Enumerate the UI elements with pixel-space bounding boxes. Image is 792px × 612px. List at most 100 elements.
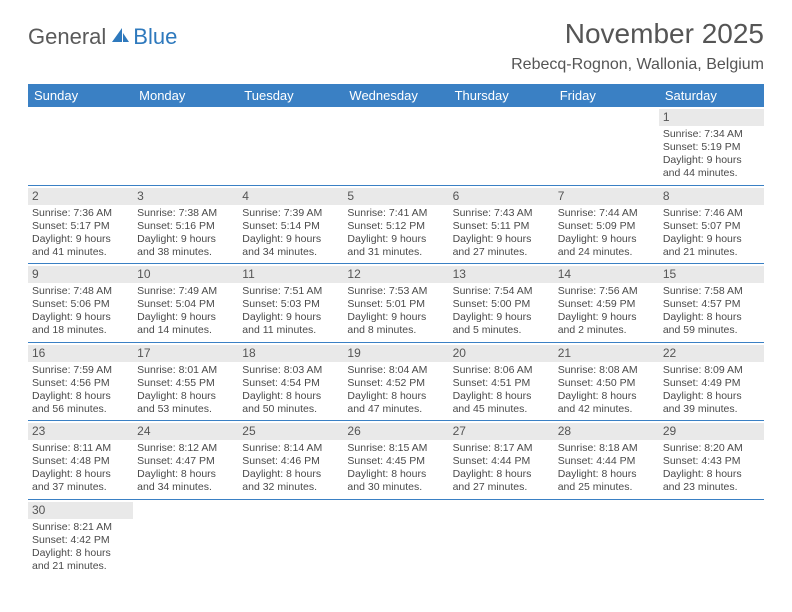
daylight-text: Daylight: 9 hours and 31 minutes.: [347, 233, 444, 259]
daylight-text: Daylight: 9 hours and 44 minutes.: [663, 154, 760, 180]
sunrise-text: Sunrise: 7:39 AM: [242, 207, 339, 220]
day-number: 3: [133, 188, 238, 205]
calendar-cell: 9Sunrise: 7:48 AMSunset: 5:06 PMDaylight…: [28, 264, 133, 342]
sunset-text: Sunset: 4:43 PM: [663, 455, 760, 468]
daylight-text: Daylight: 8 hours and 50 minutes.: [242, 390, 339, 416]
calendar-cell: [449, 500, 554, 578]
calendar-cell: [554, 107, 659, 185]
sunrise-text: Sunrise: 7:51 AM: [242, 285, 339, 298]
sunrise-text: Sunrise: 8:08 AM: [558, 364, 655, 377]
calendar-cell: 20Sunrise: 8:06 AMSunset: 4:51 PMDayligh…: [449, 343, 554, 421]
sunset-text: Sunset: 5:01 PM: [347, 298, 444, 311]
calendar-cell: 23Sunrise: 8:11 AMSunset: 4:48 PMDayligh…: [28, 421, 133, 499]
day-number: 29: [659, 423, 764, 440]
sunset-text: Sunset: 5:03 PM: [242, 298, 339, 311]
calendar-cell: 6Sunrise: 7:43 AMSunset: 5:11 PMDaylight…: [449, 186, 554, 264]
sunrise-text: Sunrise: 8:03 AM: [242, 364, 339, 377]
daylight-text: Daylight: 9 hours and 38 minutes.: [137, 233, 234, 259]
day-number: 23: [28, 423, 133, 440]
calendar-cell: [343, 107, 448, 185]
sunrise-text: Sunrise: 8:11 AM: [32, 442, 129, 455]
day-number: 21: [554, 345, 659, 362]
title-block: November 2025 Rebecq-Rognon, Wallonia, B…: [511, 18, 764, 74]
daylight-text: Daylight: 8 hours and 37 minutes.: [32, 468, 129, 494]
sail-icon: [110, 26, 130, 49]
location: Rebecq-Rognon, Wallonia, Belgium: [511, 56, 764, 74]
day-number: 16: [28, 345, 133, 362]
day-number: 6: [449, 188, 554, 205]
sunrise-text: Sunrise: 8:14 AM: [242, 442, 339, 455]
sunset-text: Sunset: 4:49 PM: [663, 377, 760, 390]
daylight-text: Daylight: 9 hours and 24 minutes.: [558, 233, 655, 259]
day-number: 14: [554, 266, 659, 283]
calendar-header: Sunday Monday Tuesday Wednesday Thursday…: [28, 84, 764, 107]
sunset-text: Sunset: 5:11 PM: [453, 220, 550, 233]
calendar-row: 16Sunrise: 7:59 AMSunset: 4:56 PMDayligh…: [28, 343, 764, 422]
daylight-text: Daylight: 8 hours and 59 minutes.: [663, 311, 760, 337]
sunset-text: Sunset: 5:09 PM: [558, 220, 655, 233]
calendar-cell: 29Sunrise: 8:20 AMSunset: 4:43 PMDayligh…: [659, 421, 764, 499]
sunrise-text: Sunrise: 7:34 AM: [663, 128, 760, 141]
calendar-cell: [238, 500, 343, 578]
sunrise-text: Sunrise: 7:38 AM: [137, 207, 234, 220]
calendar-cell: 10Sunrise: 7:49 AMSunset: 5:04 PMDayligh…: [133, 264, 238, 342]
day-number: 28: [554, 423, 659, 440]
day-header: Monday: [133, 84, 238, 107]
day-number: 5: [343, 188, 448, 205]
calendar-body: 1Sunrise: 7:34 AMSunset: 5:19 PMDaylight…: [28, 107, 764, 577]
day-header: Wednesday: [343, 84, 448, 107]
sunset-text: Sunset: 4:44 PM: [453, 455, 550, 468]
sunset-text: Sunset: 4:59 PM: [558, 298, 655, 311]
sunset-text: Sunset: 5:07 PM: [663, 220, 760, 233]
calendar-row: 9Sunrise: 7:48 AMSunset: 5:06 PMDaylight…: [28, 264, 764, 343]
day-number: 13: [449, 266, 554, 283]
calendar-cell: 8Sunrise: 7:46 AMSunset: 5:07 PMDaylight…: [659, 186, 764, 264]
day-number: 22: [659, 345, 764, 362]
day-number: 8: [659, 188, 764, 205]
day-number: 1: [659, 109, 764, 126]
day-number: 2: [28, 188, 133, 205]
sunrise-text: Sunrise: 7:43 AM: [453, 207, 550, 220]
daylight-text: Daylight: 8 hours and 30 minutes.: [347, 468, 444, 494]
sunset-text: Sunset: 4:57 PM: [663, 298, 760, 311]
day-number: 17: [133, 345, 238, 362]
sunset-text: Sunset: 5:14 PM: [242, 220, 339, 233]
header-row: General Blue November 2025 Rebecq-Rognon…: [28, 18, 764, 74]
day-header: Friday: [554, 84, 659, 107]
sunset-text: Sunset: 5:00 PM: [453, 298, 550, 311]
sunset-text: Sunset: 5:06 PM: [32, 298, 129, 311]
day-number: 10: [133, 266, 238, 283]
day-number: 12: [343, 266, 448, 283]
sunrise-text: Sunrise: 8:12 AM: [137, 442, 234, 455]
sunrise-text: Sunrise: 8:20 AM: [663, 442, 760, 455]
sunset-text: Sunset: 4:46 PM: [242, 455, 339, 468]
page: General Blue November 2025 Rebecq-Rognon…: [0, 0, 792, 612]
calendar-cell: [343, 500, 448, 578]
day-number: 20: [449, 345, 554, 362]
calendar-row: 23Sunrise: 8:11 AMSunset: 4:48 PMDayligh…: [28, 421, 764, 500]
daylight-text: Daylight: 9 hours and 34 minutes.: [242, 233, 339, 259]
sunset-text: Sunset: 4:44 PM: [558, 455, 655, 468]
calendar-cell: 11Sunrise: 7:51 AMSunset: 5:03 PMDayligh…: [238, 264, 343, 342]
sunset-text: Sunset: 4:47 PM: [137, 455, 234, 468]
day-header: Sunday: [28, 84, 133, 107]
calendar-row: 2Sunrise: 7:36 AMSunset: 5:17 PMDaylight…: [28, 186, 764, 265]
day-number: 25: [238, 423, 343, 440]
sunset-text: Sunset: 4:50 PM: [558, 377, 655, 390]
sunset-text: Sunset: 4:45 PM: [347, 455, 444, 468]
daylight-text: Daylight: 9 hours and 41 minutes.: [32, 233, 129, 259]
sunrise-text: Sunrise: 7:48 AM: [32, 285, 129, 298]
day-number: 15: [659, 266, 764, 283]
calendar-cell: 5Sunrise: 7:41 AMSunset: 5:12 PMDaylight…: [343, 186, 448, 264]
sunset-text: Sunset: 5:12 PM: [347, 220, 444, 233]
calendar-cell: 24Sunrise: 8:12 AMSunset: 4:47 PMDayligh…: [133, 421, 238, 499]
calendar-cell: 18Sunrise: 8:03 AMSunset: 4:54 PMDayligh…: [238, 343, 343, 421]
sunset-text: Sunset: 5:04 PM: [137, 298, 234, 311]
sunset-text: Sunset: 5:17 PM: [32, 220, 129, 233]
sunrise-text: Sunrise: 8:09 AM: [663, 364, 760, 377]
logo: General Blue: [28, 24, 177, 50]
calendar-cell: [659, 500, 764, 578]
day-number: 4: [238, 188, 343, 205]
calendar-cell: [28, 107, 133, 185]
daylight-text: Daylight: 9 hours and 14 minutes.: [137, 311, 234, 337]
